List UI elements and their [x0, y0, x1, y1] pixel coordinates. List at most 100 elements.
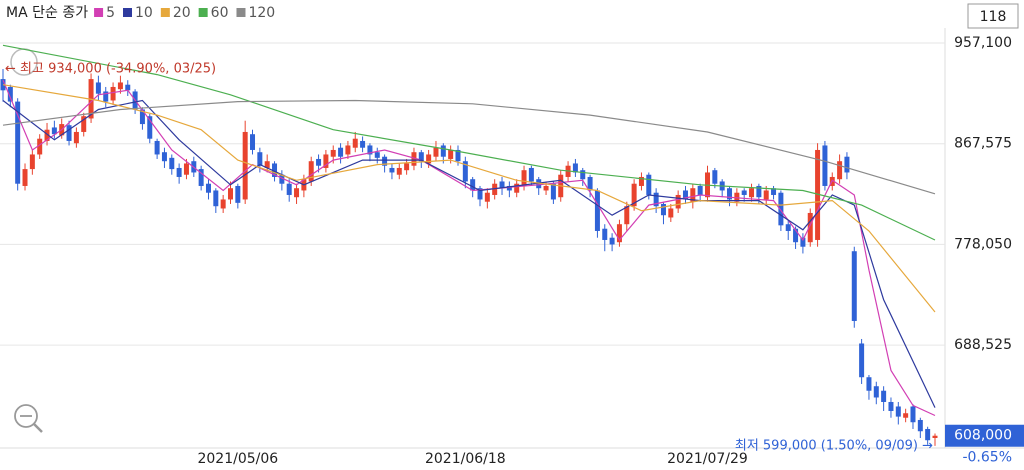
candle-body — [631, 183, 637, 207]
min-annotation: 최저 599,000 (1.50%, 09/09) → — [735, 438, 933, 453]
candle-body — [316, 158, 322, 166]
candle-body — [418, 152, 424, 162]
candle-body — [279, 174, 285, 184]
candle-body — [37, 138, 43, 155]
x-tick-label: 2021/05/06 — [197, 451, 278, 467]
candle-body — [95, 82, 101, 94]
zoom-out-icon[interactable] — [14, 404, 43, 433]
candle-body — [367, 145, 373, 155]
zoom-handle — [33, 423, 43, 433]
last-price-box — [945, 424, 1024, 447]
candle-body — [272, 163, 278, 177]
candle-body — [822, 145, 828, 186]
candle-body — [73, 131, 79, 144]
candle-body — [154, 140, 160, 155]
candle-body — [169, 157, 175, 170]
candle-body — [727, 188, 733, 200]
candle-body — [793, 228, 799, 243]
candle-body — [433, 147, 439, 157]
candle-body — [851, 251, 857, 321]
candle-body — [147, 116, 153, 139]
legend-swatch — [198, 8, 208, 17]
y-tick-label: 957,100 — [954, 35, 1012, 51]
candle-body — [763, 190, 769, 200]
candle-body — [580, 170, 586, 180]
x-tick-label: 2021/07/29 — [667, 451, 748, 467]
candle-body — [360, 140, 366, 148]
candle-body — [66, 125, 72, 141]
candle-body — [382, 156, 388, 166]
candle-body — [323, 154, 329, 168]
candle-body — [587, 176, 593, 191]
candle-body — [910, 406, 916, 423]
y-tick-label: 867,575 — [954, 136, 1012, 152]
candle-body — [198, 169, 204, 186]
candle-body — [609, 237, 615, 245]
candle-body — [257, 152, 263, 166]
candle-body — [477, 188, 483, 200]
candle-body — [220, 199, 226, 209]
candle-body — [470, 179, 476, 191]
candle-body — [712, 170, 718, 184]
candle-body — [602, 228, 608, 240]
candle-body — [264, 161, 270, 168]
candle-body — [815, 149, 821, 240]
ma-line — [2, 84, 936, 313]
change-label: -0.65% — [962, 450, 1012, 466]
candle-body — [51, 127, 57, 135]
candle-body — [455, 149, 461, 162]
candle-body — [227, 188, 233, 200]
candle-body — [895, 406, 901, 417]
candle-body — [235, 185, 241, 203]
candle-body — [756, 185, 762, 198]
counter: 118 — [980, 9, 1007, 25]
legend-swatch — [94, 8, 104, 17]
legend-label: 60 — [211, 5, 229, 21]
candle-body — [514, 183, 520, 193]
candle-body — [653, 192, 659, 207]
candle-body — [800, 237, 806, 247]
legend-swatch — [123, 8, 132, 17]
candle-body — [250, 134, 256, 150]
candle-body — [888, 401, 894, 411]
y-tick-label: 778,050 — [954, 236, 1012, 252]
candle-body — [917, 419, 923, 432]
candle-body — [646, 174, 652, 195]
candle-body — [506, 185, 512, 191]
candle-body — [550, 183, 556, 200]
candle-body — [338, 147, 344, 157]
candle-body — [499, 181, 505, 189]
candle-body — [925, 428, 931, 441]
candle-body — [161, 152, 167, 162]
candle-body — [352, 138, 358, 148]
candle-body — [749, 188, 755, 198]
candle-body — [125, 84, 131, 91]
x-tick-label: 2021/06/18 — [425, 451, 506, 467]
candle-body — [286, 183, 292, 195]
counter-box[interactable] — [967, 3, 1019, 29]
candle-body — [932, 435, 938, 438]
legend-swatch — [236, 8, 246, 17]
zoom-circle — [14, 404, 38, 428]
ma-line — [2, 44, 936, 241]
candle-body — [859, 343, 865, 378]
candle-body — [213, 190, 219, 207]
candle-body — [536, 179, 542, 189]
candle-body — [117, 82, 123, 90]
y-tick-label: 688,525 — [954, 337, 1012, 353]
candle-body — [462, 161, 468, 182]
legend-label: 20 — [173, 5, 191, 21]
candle-body — [7, 86, 13, 102]
candle-body — [22, 169, 28, 186]
candle-body — [448, 149, 454, 159]
candle-body — [15, 101, 21, 184]
candle-body — [660, 203, 666, 216]
candle-body — [741, 190, 747, 195]
legend-label: 5 — [106, 5, 115, 21]
candle-body — [242, 131, 248, 200]
candle-body — [411, 152, 417, 166]
candle-body — [404, 163, 410, 171]
candle-body — [492, 183, 498, 195]
candle-body — [183, 163, 189, 175]
